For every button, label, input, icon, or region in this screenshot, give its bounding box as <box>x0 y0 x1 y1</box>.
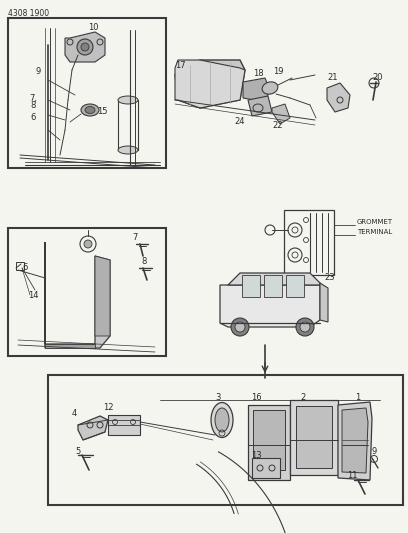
Bar <box>296 406 332 468</box>
Ellipse shape <box>85 107 95 114</box>
Text: 10: 10 <box>88 23 98 33</box>
Polygon shape <box>327 83 350 112</box>
Polygon shape <box>320 283 328 322</box>
Text: 2: 2 <box>300 392 306 401</box>
Bar <box>290 400 338 475</box>
Polygon shape <box>228 273 320 285</box>
Text: 20: 20 <box>373 72 383 82</box>
Text: 21: 21 <box>328 74 338 83</box>
Bar <box>48 375 403 505</box>
Text: 5: 5 <box>75 447 81 456</box>
Text: 19: 19 <box>273 68 283 77</box>
Polygon shape <box>175 60 245 108</box>
Polygon shape <box>220 285 320 327</box>
Polygon shape <box>45 242 110 348</box>
Text: 18: 18 <box>253 69 263 77</box>
Text: 17: 17 <box>175 61 185 69</box>
Polygon shape <box>95 256 110 336</box>
Text: 23: 23 <box>325 273 335 282</box>
Text: 7,: 7, <box>29 93 37 102</box>
Circle shape <box>300 322 310 332</box>
Ellipse shape <box>215 408 229 432</box>
Text: 6: 6 <box>30 114 35 123</box>
Bar <box>8 18 166 168</box>
Text: 22: 22 <box>273 122 283 131</box>
Text: TERMINAL: TERMINAL <box>357 229 392 235</box>
Text: 15: 15 <box>97 108 107 117</box>
Polygon shape <box>272 104 290 124</box>
Bar <box>108 415 140 435</box>
Bar <box>118 100 138 150</box>
Text: 4308 1900: 4308 1900 <box>8 9 49 18</box>
Polygon shape <box>243 78 270 102</box>
Text: 6: 6 <box>22 263 28 272</box>
Polygon shape <box>45 344 95 348</box>
Bar <box>264 275 282 297</box>
Text: 8: 8 <box>30 101 35 110</box>
Bar <box>284 210 334 275</box>
Bar <box>16 262 24 270</box>
Polygon shape <box>338 402 372 480</box>
Text: 12: 12 <box>103 403 113 413</box>
Text: GROMMET: GROMMET <box>357 219 393 225</box>
Circle shape <box>231 318 249 336</box>
Polygon shape <box>78 416 108 440</box>
Polygon shape <box>248 96 272 116</box>
Bar <box>248 405 290 480</box>
Circle shape <box>77 39 93 55</box>
Ellipse shape <box>81 104 99 116</box>
Text: 1: 1 <box>355 393 361 402</box>
Text: 16: 16 <box>251 393 261 402</box>
Polygon shape <box>175 60 245 108</box>
Bar <box>286 275 304 297</box>
Bar <box>252 458 280 478</box>
Ellipse shape <box>262 82 278 94</box>
Ellipse shape <box>211 402 233 438</box>
Circle shape <box>84 240 92 248</box>
Text: 9: 9 <box>35 68 41 77</box>
Text: 8: 8 <box>141 257 147 266</box>
Text: 24: 24 <box>235 117 245 126</box>
Text: 4: 4 <box>71 408 77 417</box>
Ellipse shape <box>118 146 138 154</box>
Text: 3: 3 <box>215 393 221 402</box>
Text: 9: 9 <box>371 448 377 456</box>
Text: 13: 13 <box>251 450 261 459</box>
Bar <box>242 275 260 297</box>
Text: 7: 7 <box>132 233 137 243</box>
Circle shape <box>296 318 314 336</box>
Ellipse shape <box>118 96 138 104</box>
Circle shape <box>235 322 245 332</box>
Circle shape <box>81 43 89 51</box>
Bar <box>8 228 166 356</box>
Polygon shape <box>65 32 105 62</box>
Text: 14: 14 <box>28 290 38 300</box>
Text: 11: 11 <box>347 472 357 481</box>
Polygon shape <box>342 408 368 473</box>
Bar <box>253 410 285 470</box>
